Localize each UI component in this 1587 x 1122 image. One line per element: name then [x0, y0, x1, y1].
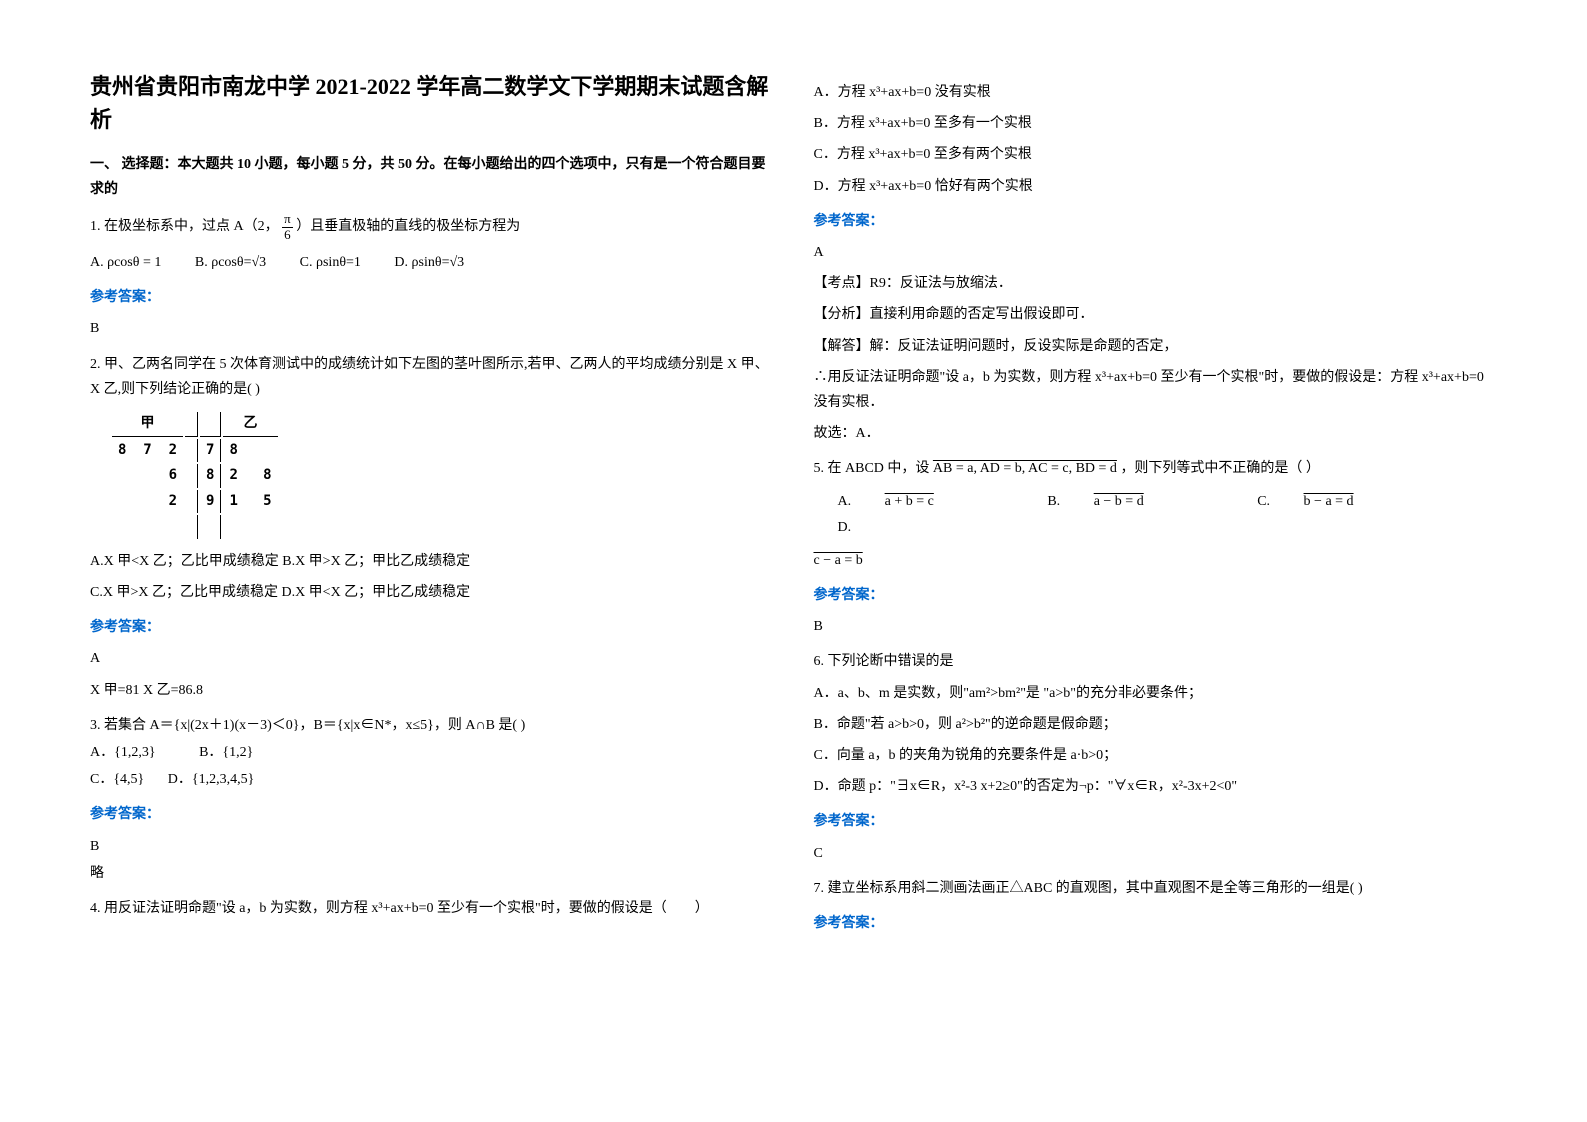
answer-label: 参考答案：: [90, 285, 774, 310]
q3-row1: A．{1,2,3} B．{1,2}: [90, 740, 774, 765]
q2-stem: 2. 甲、乙两名同学在 5 次体育测试中的成绩统计如下左图的茎叶图所示,若甲、乙…: [90, 352, 774, 402]
answer-label: 参考答案：: [814, 209, 1498, 234]
q3-option-a: A．{1,2,3}: [90, 745, 156, 760]
q2-answer: A: [90, 646, 774, 671]
question-7: 7. 建立坐标系用斜二测画法画正△ABC 的直观图，其中直观图不是全等三角形的一…: [814, 876, 1498, 936]
q4-option-c: C．方程 x³+ax+b=0 至多有两个实根: [814, 142, 1498, 167]
answer-label: 参考答案：: [814, 583, 1498, 608]
q4-exp5: 故选：A．: [814, 421, 1498, 446]
q5-option-d: D.: [838, 515, 852, 540]
q3-stem: 3. 若集合 A＝{x|(2x＋1)(x－3)＜0}，B＝{x|x∈N*，x≤5…: [90, 713, 774, 738]
fraction-pi-6: π 6: [282, 212, 293, 242]
q1-option-d: D. ρsinθ=√3: [394, 250, 464, 275]
q3-option-b: B．{1,2}: [199, 745, 253, 760]
q3-note: 略: [90, 861, 774, 886]
q6-option-d: D．命题 p："∃x∈R，x²-3 x+2≥0"的否定为¬p："∀x∈R，x²-…: [814, 774, 1498, 799]
stem-leaf-plot: 甲 乙 8 7 2 7 8 6 8 2 8: [110, 410, 280, 541]
q5-option-d-cont: c − a = b: [814, 548, 1498, 573]
q4-stem: 4. 用反证法证明命题"设 a，b 为实数，则方程 x³+ax+b=0 至少有一…: [90, 896, 774, 921]
q5-choices: A. a + b = c B. a − b = d C. b − a = d D…: [838, 489, 1498, 539]
q4-exp3: 【解答】解：反证法证明问题时，反设实际是命题的否定，: [814, 334, 1498, 359]
left-column: 贵州省贵阳市南龙中学 2021-2022 学年高二数学文下学期期末试题含解析 一…: [90, 70, 774, 946]
answer-label: 参考答案：: [90, 802, 774, 827]
q4-answer: A: [814, 240, 1498, 265]
q5-answer: B: [814, 614, 1498, 639]
q2-choice-line1: A.X 甲<X 乙；乙比甲成绩稳定 B.X 甲>X 乙；甲比乙成绩稳定: [90, 549, 774, 574]
q1-option-c: C. ρsinθ=1: [300, 250, 361, 275]
q1-stem: 1. 在极坐标系中，过点 A（2， π 6 ）且垂直极轴的直线的极坐标方程为: [90, 212, 774, 242]
question-2: 2. 甲、乙两名同学在 5 次体育测试中的成绩统计如下左图的茎叶图所示,若甲、乙…: [90, 352, 774, 703]
q4-exp1: 【考点】R9：反证法与放缩法．: [814, 271, 1498, 296]
q2-extra: X 甲=81 X 乙=86.8: [90, 678, 774, 703]
right-column: A．方程 x³+ax+b=0 没有实根 B．方程 x³+ax+b=0 至多有一个…: [814, 70, 1498, 946]
answer-label: 参考答案：: [90, 615, 774, 640]
q4-option-d: D．方程 x³+ax+b=0 恰好有两个实根: [814, 174, 1498, 199]
q4-option-b: B．方程 x³+ax+b=0 至多有一个实根: [814, 111, 1498, 136]
q4-exp4: ∴用反证法证明命题"设 a，b 为实数，则方程 x³+ax+b=0 至少有一个实…: [814, 365, 1498, 415]
q4-option-a: A．方程 x³+ax+b=0 没有实根: [814, 80, 1498, 105]
q1-answer: B: [90, 316, 774, 341]
q1-choices: A. ρcosθ = 1 B. ρcosθ=√3 C. ρsinθ=1 D. ρ…: [90, 250, 774, 275]
question-5: 5. 在 ABCD 中，设 AB = a, AD = b, AC = c, BD…: [814, 456, 1498, 639]
q4-exp2: 【分析】直接利用命题的否定写出假设即可．: [814, 302, 1498, 327]
q6-stem: 6. 下列论断中错误的是: [814, 649, 1498, 674]
question-4-stem: 4. 用反证法证明命题"设 a，b 为实数，则方程 x³+ax+b=0 至少有一…: [90, 896, 774, 921]
section-header: 一、 选择题：本大题共 10 小题，每小题 5 分，共 50 分。在每小题给出的…: [90, 152, 774, 202]
q6-answer: C: [814, 841, 1498, 866]
q3-row2: C．{4,5} D．{1,2,3,4,5}: [90, 767, 774, 792]
q1-option-b: B. ρcosθ=√3: [195, 250, 266, 275]
q5-stem: 5. 在 ABCD 中，设 AB = a, AD = b, AC = c, BD…: [814, 456, 1498, 481]
question-1: 1. 在极坐标系中，过点 A（2， π 6 ）且垂直极轴的直线的极坐标方程为 A…: [90, 212, 774, 341]
q5-option-b: B. a − b = d: [1047, 489, 1173, 514]
question-6: 6. 下列论断中错误的是 A．a、b、m 是实数，则"am²>bm²"是 "a>…: [814, 649, 1498, 865]
q3-answer: B: [90, 834, 774, 859]
q7-stem: 7. 建立坐标系用斜二测画法画正△ABC 的直观图，其中直观图不是全等三角形的一…: [814, 876, 1498, 901]
q5-option-a: A. a + b = c: [838, 489, 964, 514]
q5-option-c: C. b − a = d: [1257, 489, 1383, 514]
answer-label: 参考答案：: [814, 809, 1498, 834]
question-3: 3. 若集合 A＝{x|(2x＋1)(x－3)＜0}，B＝{x|x∈N*，x≤5…: [90, 713, 774, 886]
q6-option-a: A．a、b、m 是实数，则"am²>bm²"是 "a>b"的充分非必要条件；: [814, 681, 1498, 706]
q6-option-b: B．命题"若 a>b>0，则 a²>b²"的逆命题是假命题；: [814, 712, 1498, 737]
q6-option-c: C．向量 a，b 的夹角为锐角的充要条件是 a⋅b>0；: [814, 743, 1498, 768]
q3-option-c: C．{4,5}: [90, 772, 144, 787]
q2-choice-line2: C.X 甲>X 乙；乙比甲成绩稳定 D.X 甲<X 乙；甲比乙成绩稳定: [90, 580, 774, 605]
q1-option-a: A. ρcosθ = 1: [90, 250, 161, 275]
q3-option-d: D．{1,2,3,4,5}: [168, 772, 255, 787]
question-4-options: A．方程 x³+ax+b=0 没有实根 B．方程 x³+ax+b=0 至多有一个…: [814, 80, 1498, 446]
answer-label: 参考答案：: [814, 911, 1498, 936]
document-title: 贵州省贵阳市南龙中学 2021-2022 学年高二数学文下学期期末试题含解析: [90, 70, 774, 136]
